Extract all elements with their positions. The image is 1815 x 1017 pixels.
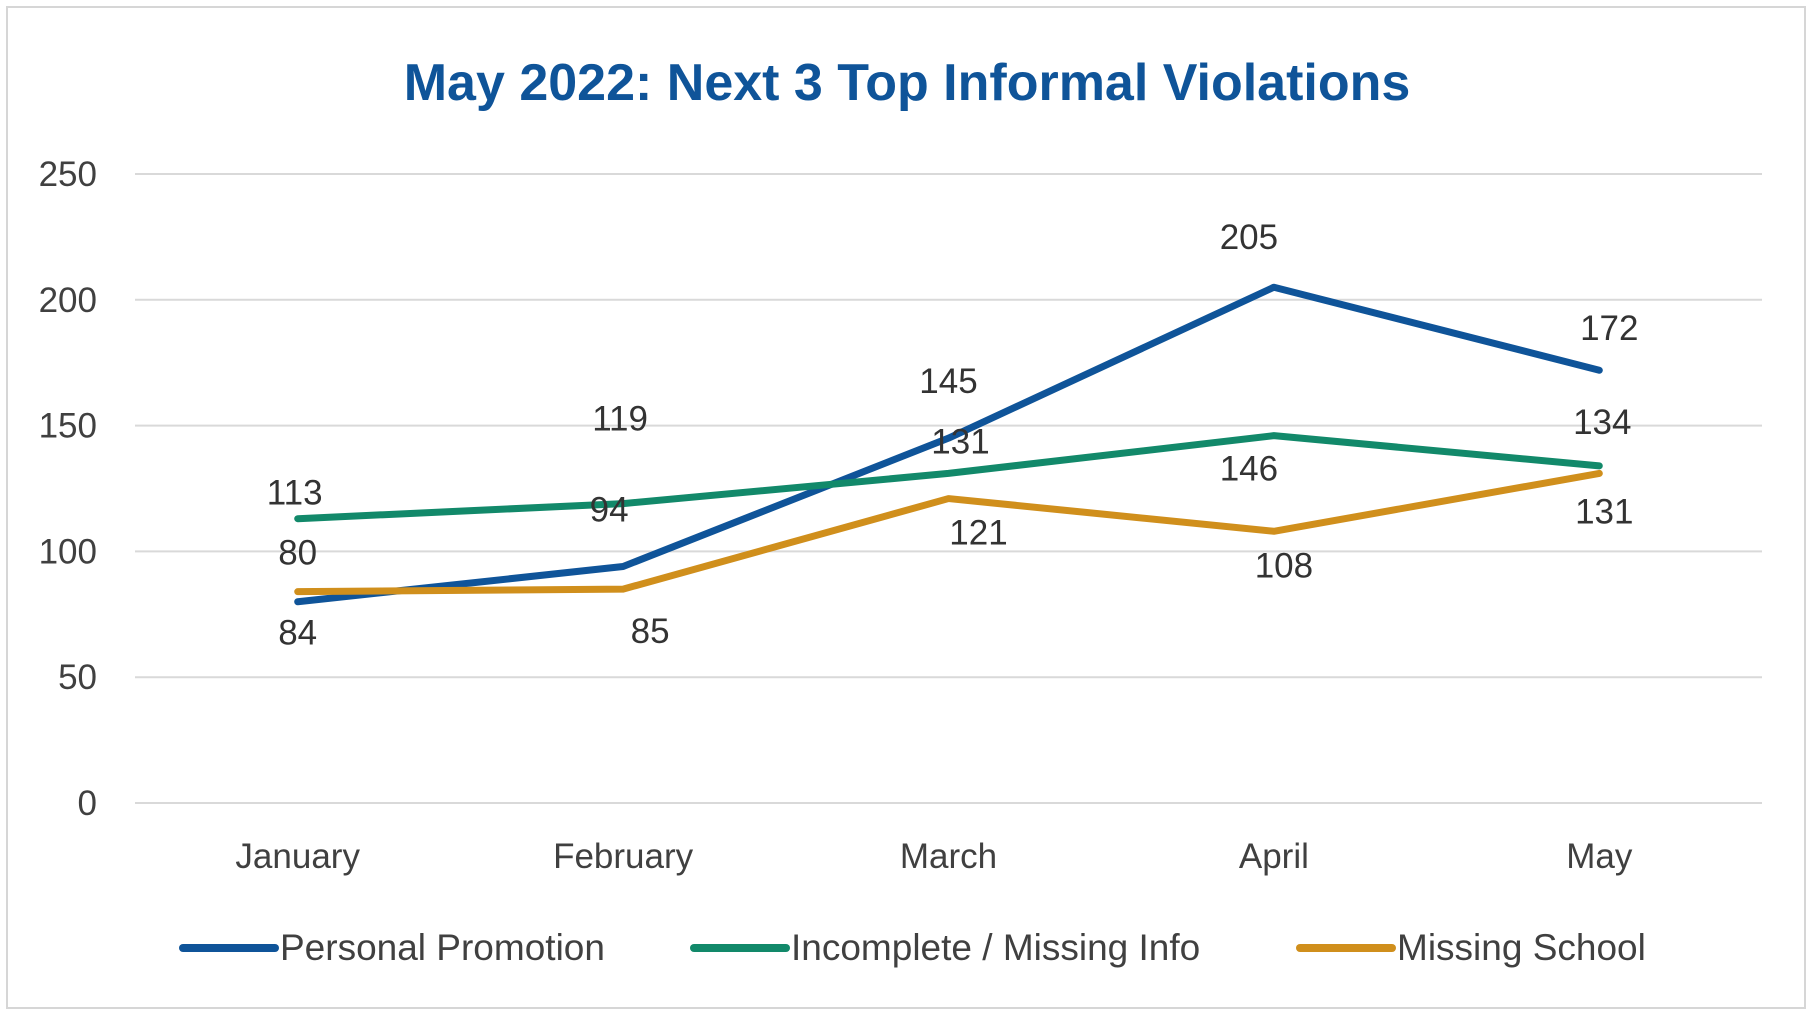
legend-item: Personal Promotion (179, 927, 605, 968)
data-label: 121 (949, 514, 1007, 553)
gridlines (135, 173, 1762, 804)
data-label: 131 (1575, 492, 1633, 531)
data-label: 145 (919, 362, 977, 401)
y-tick-label: 150 (39, 407, 97, 446)
chart-title: May 2022: Next 3 Top Informal Violations (404, 54, 1411, 112)
series-line-0 (294, 283, 1603, 606)
legend-item: Missing School (1296, 927, 1646, 968)
legend-label: Missing School (1397, 927, 1646, 968)
data-label: 205 (1220, 218, 1278, 257)
x-axis: January February March April May (235, 837, 1632, 876)
series-line-2 (294, 469, 1603, 596)
data-label: 131 (931, 422, 989, 461)
legend: Personal Promotion Incomplete / Missing I… (179, 927, 1646, 968)
data-label: 172 (1580, 309, 1638, 348)
data-label: 85 (631, 612, 670, 651)
data-labels: 80 94 145 205 172 113 119 131 146 134 84 85 121 108 13… (267, 218, 1639, 652)
data-label: 113 (267, 474, 323, 513)
x-tick-label: May (1566, 837, 1633, 876)
y-axis: 0 50 100 150 200 250 (39, 155, 97, 823)
y-tick-label: 200 (39, 281, 97, 320)
data-label: 84 (278, 614, 317, 653)
y-tick-label: 250 (39, 155, 97, 194)
x-tick-label: January (235, 837, 360, 876)
data-label: 119 (592, 400, 648, 439)
x-tick-label: April (1239, 837, 1309, 876)
x-tick-label: March (900, 837, 997, 876)
y-tick-label: 0 (78, 784, 97, 823)
data-label: 134 (1573, 403, 1631, 442)
y-tick-label: 50 (58, 658, 97, 697)
data-label: 146 (1220, 450, 1278, 489)
legend-label: Personal Promotion (280, 927, 605, 968)
legend-item: Incomplete / Missing Info (690, 927, 1200, 968)
series-lines (294, 283, 1603, 606)
y-tick-label: 100 (39, 532, 97, 571)
data-label: 94 (590, 490, 629, 529)
data-label: 80 (278, 534, 317, 573)
x-tick-label: February (553, 837, 694, 876)
legend-label: Incomplete / Missing Info (791, 927, 1200, 968)
data-label: 108 (1255, 546, 1313, 585)
series-line-1 (294, 432, 1603, 523)
